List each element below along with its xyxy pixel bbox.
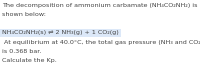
Text: At equilibrium at 40.0°C, the total gas pressure (NH₃ and CO₂): At equilibrium at 40.0°C, the total gas … <box>2 40 200 45</box>
Text: Calculate the Kp.: Calculate the Kp. <box>2 58 57 63</box>
Text: shown below:: shown below: <box>2 12 46 17</box>
Text: is 0.368 bar.: is 0.368 bar. <box>2 49 41 54</box>
Text: NH₄CO₂NH₂(s) ⇌ 2 NH₃(g) + 1 CO₂(g): NH₄CO₂NH₂(s) ⇌ 2 NH₃(g) + 1 CO₂(g) <box>2 30 119 35</box>
Text: The decomposition of ammonium carbamate (NH₄CO₂NH₂) is: The decomposition of ammonium carbamate … <box>2 3 198 7</box>
